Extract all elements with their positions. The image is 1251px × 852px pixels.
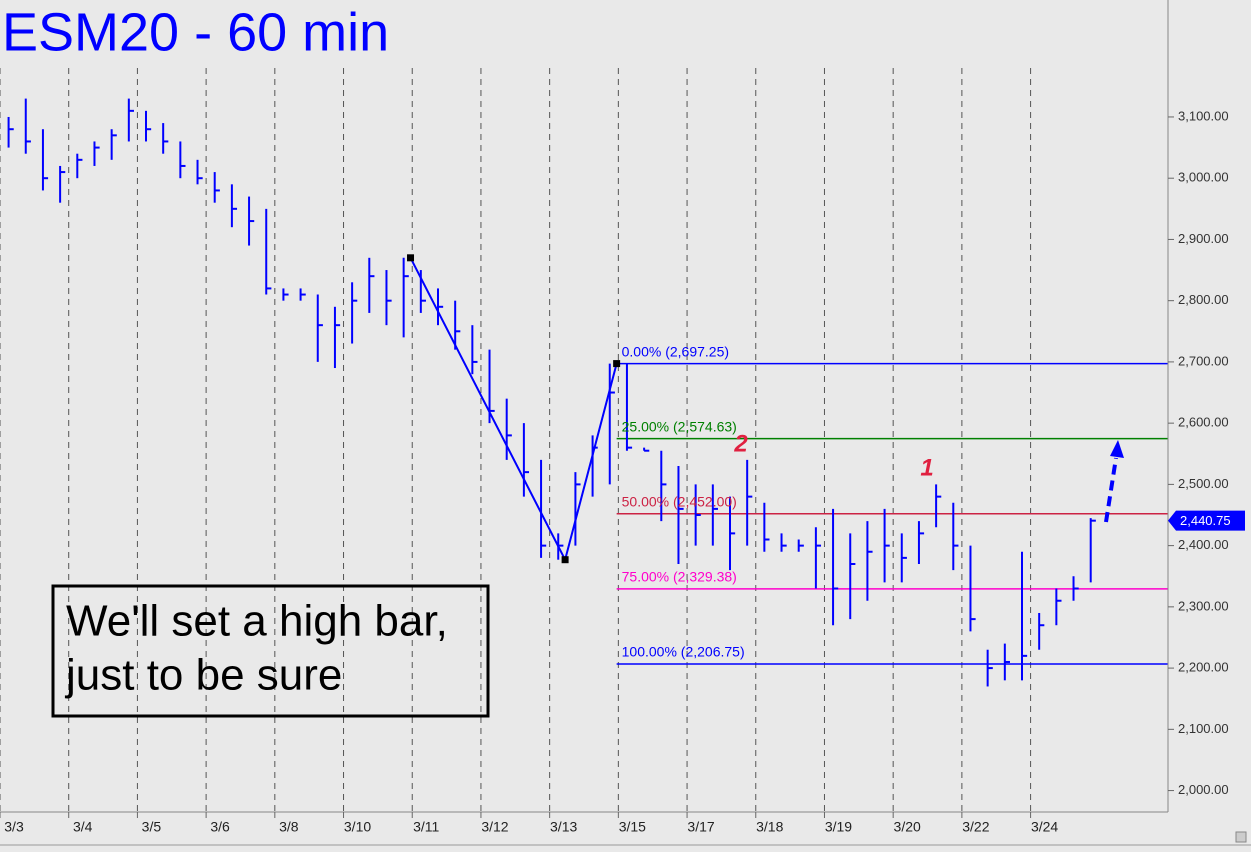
pattern-point bbox=[613, 360, 621, 368]
x-tick-label: 3/8 bbox=[279, 819, 299, 835]
x-tick-label: 3/10 bbox=[344, 819, 371, 835]
y-tick-label: 2,500.00 bbox=[1178, 476, 1229, 491]
callout-box bbox=[51, 584, 490, 718]
x-tick-label: 3/4 bbox=[73, 819, 93, 835]
projection-arrowhead bbox=[1110, 440, 1124, 458]
y-tick-label: 2,600.00 bbox=[1178, 415, 1229, 430]
x-tick-label: 3/5 bbox=[142, 819, 162, 835]
fib-label: 100.00% (2,206.75) bbox=[622, 644, 745, 660]
projection-arrow bbox=[1104, 457, 1118, 523]
y-tick-label: 2,900.00 bbox=[1178, 231, 1229, 246]
x-tick-label: 3/24 bbox=[1031, 819, 1058, 835]
y-tick-label: 2,400.00 bbox=[1178, 537, 1229, 552]
x-tick-label: 3/20 bbox=[894, 819, 921, 835]
callout-line: We'll set a high bar, bbox=[66, 597, 448, 646]
wave-label: 2 bbox=[733, 430, 748, 457]
fib-label: 0.00% (2,697.25) bbox=[622, 343, 729, 359]
y-tick-label: 2,700.00 bbox=[1178, 353, 1229, 368]
fib-label: 25.00% (2,574.63) bbox=[622, 418, 737, 434]
y-tick-label: 2,100.00 bbox=[1178, 721, 1229, 736]
scroll-button[interactable] bbox=[1235, 831, 1247, 843]
y-tick-label: 2,300.00 bbox=[1178, 598, 1229, 613]
pattern-point bbox=[561, 556, 569, 564]
x-tick-label: 3/17 bbox=[687, 819, 714, 835]
x-tick-label: 3/19 bbox=[825, 819, 852, 835]
chart-title: ESM20 - 60 min bbox=[2, 2, 389, 62]
last-price-label: 2,440.75 bbox=[1180, 513, 1231, 528]
wave-label: 1 bbox=[920, 454, 933, 481]
x-tick-label: 3/12 bbox=[481, 819, 508, 835]
x-tick-label: 3/13 bbox=[550, 819, 577, 835]
fib-label: 50.00% (2,452.00) bbox=[622, 493, 737, 509]
fib-label: 75.00% (2,329.38) bbox=[622, 569, 737, 585]
plot bbox=[7, 98, 1168, 687]
x-tick-label: 3/6 bbox=[210, 819, 230, 835]
pattern-point bbox=[407, 254, 415, 262]
x-tick-label: 3/3 bbox=[4, 819, 24, 835]
x-tick-label: 3/15 bbox=[619, 819, 646, 835]
y-tick-label: 2,000.00 bbox=[1178, 782, 1229, 797]
x-tick-label: 3/11 bbox=[413, 819, 439, 835]
y-tick-label: 3,000.00 bbox=[1178, 170, 1229, 185]
y-tick-label: 2,200.00 bbox=[1178, 660, 1229, 675]
x-tick-label: 3/18 bbox=[756, 819, 783, 835]
x-tick-label: 3/22 bbox=[962, 819, 989, 835]
y-tick-label: 3,100.00 bbox=[1178, 108, 1229, 123]
callout-line: just to be sure bbox=[64, 651, 342, 700]
last-price-flag bbox=[1168, 510, 1245, 531]
y-tick-label: 2,800.00 bbox=[1178, 292, 1229, 307]
grid bbox=[0, 68, 1032, 812]
